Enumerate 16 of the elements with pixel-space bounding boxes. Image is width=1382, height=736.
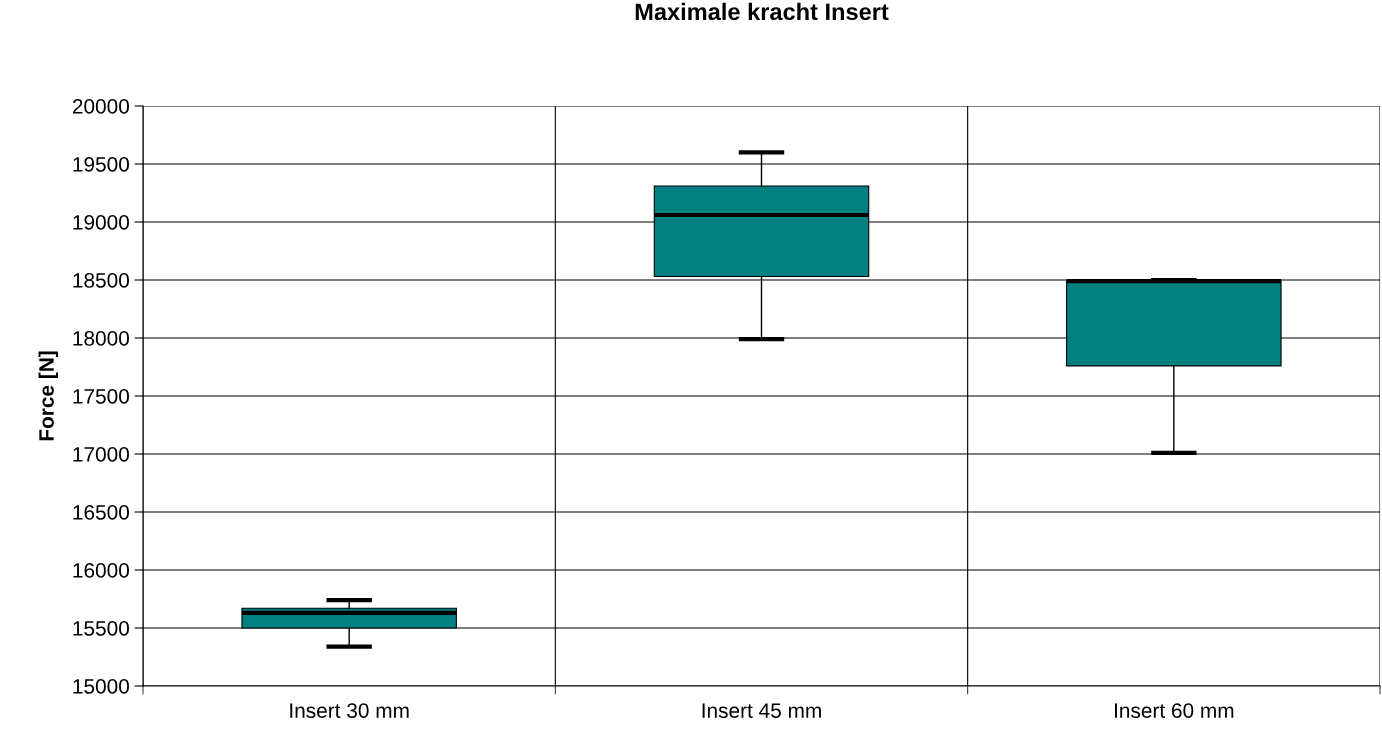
y-tick-label: 15500 [73, 621, 129, 636]
y-tick-label: 15000 [73, 679, 129, 694]
y-tick-label: 19500 [73, 157, 129, 172]
y-tick-label: 17500 [73, 389, 129, 404]
x-tick-label: Insert 60 mm [1114, 703, 1234, 718]
y-tick-label: 16000 [73, 563, 129, 578]
y-tick-label: 17000 [73, 447, 129, 462]
y-tick-label: 18000 [73, 331, 129, 346]
y-tick-label: 16500 [73, 505, 129, 520]
x-tick-label: Insert 30 mm [290, 703, 409, 718]
x-tick-label: Insert 45 mm [702, 703, 821, 718]
y-axis-title: Force [N] [38, 351, 58, 441]
y-tick-label: 20000 [72, 99, 129, 114]
chart-title: Maximale kracht Insert [635, 2, 889, 21]
y-tick-label: 18500 [73, 273, 129, 288]
y-tick-label: 19000 [73, 215, 129, 230]
